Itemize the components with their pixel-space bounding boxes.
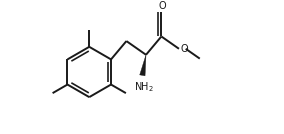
Text: O: O [180, 44, 188, 54]
Text: O: O [159, 1, 166, 11]
Polygon shape [140, 55, 146, 76]
Text: NH$_2$: NH$_2$ [134, 80, 154, 94]
